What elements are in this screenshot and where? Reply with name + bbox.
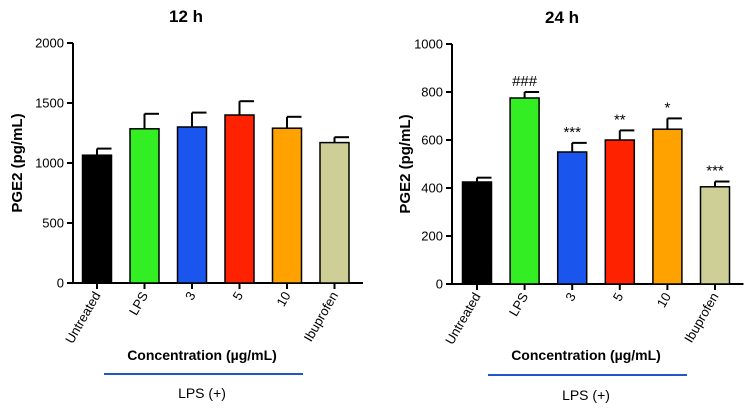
y-tick-label: 1000: [414, 37, 443, 52]
group-label: LPS (+): [562, 387, 610, 403]
y-tick-label: 500: [42, 216, 64, 231]
chart-title: 24 h: [545, 8, 579, 27]
bar-3: [556, 151, 588, 285]
y-tick-label: 600: [421, 133, 443, 148]
y-tick-label: 1000: [35, 156, 64, 171]
y-tick-label: 0: [436, 277, 443, 292]
group-label: LPS (+): [178, 385, 226, 401]
category-label: Ibuprofen: [681, 290, 721, 345]
category-label: 10: [654, 290, 674, 310]
y-axis-label: PGE2 (pg/mL): [9, 113, 26, 212]
bar-5: [652, 128, 683, 285]
bar-5: [271, 127, 303, 284]
bar-3: [176, 126, 208, 284]
significance-label: ***: [706, 163, 724, 180]
y-tick-label: 800: [421, 85, 443, 100]
category-label: 5: [229, 289, 246, 303]
y-tick-label: 200: [421, 229, 443, 244]
x-axis-label: Concentration (µg/mL): [127, 347, 277, 363]
significance-label: *: [664, 99, 670, 116]
category-label: 10: [273, 289, 293, 309]
category-label: Untreated: [62, 289, 104, 346]
bar-6: [319, 141, 350, 284]
y-axis-label: PGE2 (pg/mL): [397, 114, 414, 213]
bar-1: [81, 154, 113, 284]
bar-2: [129, 128, 160, 284]
category-label: 3: [562, 290, 579, 304]
significance-label: ###: [512, 73, 538, 90]
category-label: 5: [610, 290, 627, 304]
bar-1: [461, 181, 493, 285]
y-tick-label: 400: [421, 181, 443, 196]
category-label: LPS: [126, 289, 151, 318]
category-label: Ibuprofen: [301, 289, 341, 344]
bar-4: [604, 139, 636, 285]
y-tick-label: 0: [57, 276, 64, 291]
x-axis-label: Concentration (µg/mL): [511, 347, 661, 363]
category-label: LPS: [506, 290, 531, 319]
bar-4: [224, 114, 255, 284]
bar-2: [509, 97, 540, 285]
y-tick-label: 1500: [35, 96, 64, 111]
chart-title: 12 h: [169, 7, 203, 26]
significance-label: ***: [563, 124, 581, 141]
significance-label: **: [614, 111, 626, 128]
bar-6: [699, 186, 731, 285]
category-label: Untreated: [442, 290, 484, 347]
category-label: 3: [182, 289, 199, 303]
y-tick-label: 2000: [35, 36, 64, 51]
